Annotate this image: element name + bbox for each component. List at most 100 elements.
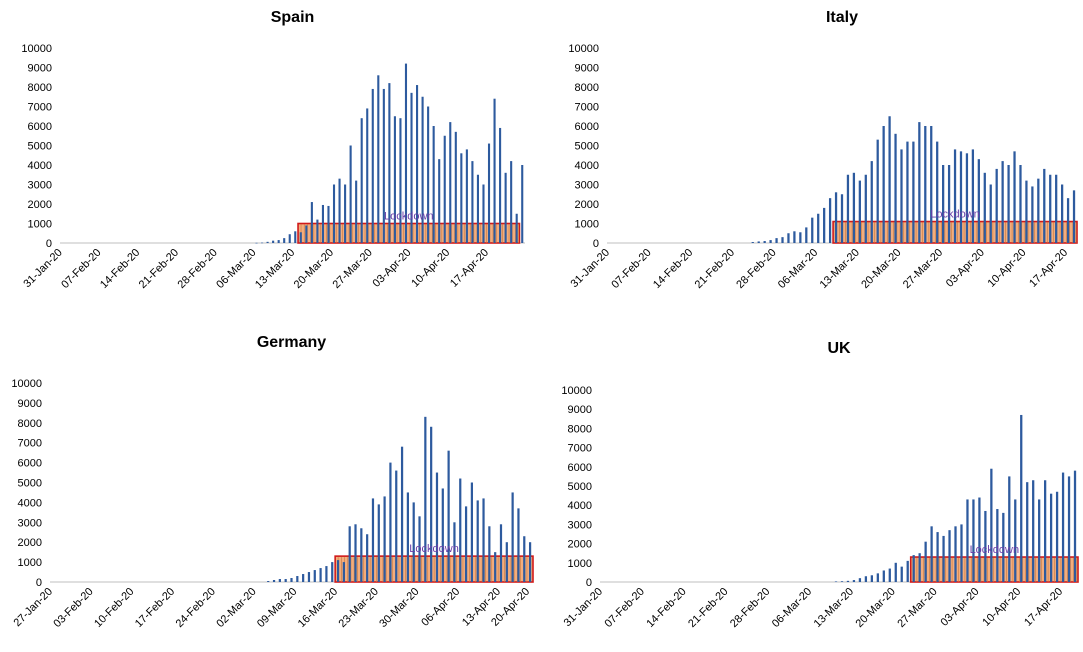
- bar: [1043, 168, 1046, 243]
- bar: [521, 165, 524, 243]
- bar: [476, 174, 479, 243]
- y-tick-label: 1000: [575, 219, 599, 231]
- bar: [936, 532, 939, 582]
- x-tick-label: 27-Mar-20: [331, 247, 375, 291]
- x-tick-label: 17-Apr-20: [1022, 586, 1065, 629]
- y-tick-label: 7000: [568, 443, 592, 455]
- bar: [272, 580, 276, 582]
- bar: [488, 526, 491, 582]
- y-tick-label: 0: [593, 238, 599, 250]
- y-tick-label: 3000: [575, 180, 599, 192]
- bar: [528, 542, 532, 582]
- bar: [1060, 184, 1064, 243]
- chart-svg-uk: UK 0 1000 2000 3000 4000 5000 6000 7000 8000 9000 1…: [561, 340, 1079, 630]
- x-tick-label: 30-Mar-20: [377, 586, 421, 630]
- chart-title-spain: Spain: [271, 9, 315, 26]
- y-tick-label: 0: [36, 577, 42, 589]
- bar: [960, 524, 963, 582]
- bar: [432, 126, 435, 243]
- bar: [377, 504, 380, 582]
- y-tick-label: 8000: [28, 82, 52, 94]
- bar: [1055, 174, 1058, 243]
- x-tick-label: 20-Mar-20: [292, 247, 336, 291]
- bar: [505, 542, 508, 582]
- bar: [966, 499, 969, 582]
- bar: [769, 240, 772, 243]
- y-tick-label: 10000: [11, 378, 42, 390]
- y-tick-label: 5000: [568, 481, 592, 493]
- bar: [930, 126, 933, 243]
- bar: [1020, 414, 1023, 582]
- bar: [377, 75, 380, 243]
- y-tick-label: 2000: [18, 537, 42, 549]
- bar: [395, 470, 398, 582]
- y-tick-label: 7000: [28, 102, 52, 114]
- x-tick-label: 17-Feb-20: [133, 586, 177, 630]
- bar: [1001, 161, 1004, 243]
- bar: [1038, 499, 1041, 582]
- y-tick-label: 8000: [18, 418, 42, 430]
- bar: [1049, 174, 1052, 243]
- bar: [840, 581, 844, 582]
- bar: [1007, 165, 1010, 243]
- y-tick-label: 4000: [18, 497, 42, 509]
- y-tick-label: 6000: [28, 121, 52, 133]
- bar: [894, 133, 897, 243]
- x-tick-label: 13-Mar-20: [812, 586, 856, 630]
- y-tick-label: 0: [586, 577, 592, 589]
- lockdown-label: Lockdown: [384, 211, 434, 223]
- bar: [894, 562, 897, 582]
- bar: [416, 85, 419, 243]
- y-tick-label: 9000: [28, 63, 52, 75]
- bar: [331, 562, 334, 582]
- x-tick-label: 28-Feb-20: [176, 247, 220, 291]
- x-tick-label: 27-Mar-20: [895, 586, 939, 630]
- bar: [371, 88, 374, 243]
- bar: [978, 497, 981, 582]
- bar: [283, 238, 286, 243]
- bar: [793, 231, 796, 243]
- bar: [510, 161, 513, 243]
- x-tick-label: 07-Feb-20: [603, 586, 647, 630]
- bar: [412, 502, 415, 582]
- y-tick-label: 10000: [21, 43, 52, 55]
- x-tick-label: 31-Jan-20: [21, 247, 65, 291]
- bar: [366, 108, 369, 243]
- y-tick-label: 3000: [568, 519, 592, 531]
- bar: [1032, 480, 1035, 582]
- y-tick-label: 9000: [568, 404, 592, 416]
- y-tick-label: 5000: [575, 141, 599, 153]
- bar: [393, 116, 396, 243]
- bar: [1013, 151, 1016, 243]
- x-tick-label: 17-Apr-20: [448, 247, 491, 290]
- bar: [447, 450, 450, 582]
- bar: [267, 581, 270, 582]
- y-tick-label: 10000: [568, 43, 599, 55]
- bar: [360, 528, 363, 582]
- bar: [888, 568, 891, 582]
- bar: [918, 553, 921, 582]
- x-tick-label: 02-Mar-20: [214, 586, 258, 630]
- x-tick-label: 06-Mar-20: [214, 247, 258, 291]
- y-tick-label: 9000: [18, 398, 42, 410]
- bar: [464, 506, 468, 582]
- bar: [983, 172, 986, 243]
- bar: [499, 127, 502, 243]
- bar: [266, 241, 269, 243]
- bar: [443, 135, 446, 243]
- y-tick-label: 2000: [575, 199, 599, 211]
- bar: [290, 578, 293, 582]
- bar: [344, 184, 347, 243]
- bar: [876, 573, 879, 582]
- chart-spain: Spain 0 1000 2000 3000 4000 5000 6000 7000 8000 90…: [0, 0, 535, 320]
- bar: [430, 426, 433, 582]
- bar: [1019, 165, 1022, 243]
- x-tick-label: 27-Jan-20: [12, 586, 56, 630]
- bar: [511, 492, 514, 582]
- bar: [971, 149, 975, 243]
- bar: [261, 242, 264, 244]
- lockdown-label: Lockdown: [970, 544, 1020, 556]
- lockdown-label: Lockdown: [409, 543, 459, 555]
- chart-title-germany: Germany: [257, 334, 326, 351]
- bar: [954, 526, 957, 582]
